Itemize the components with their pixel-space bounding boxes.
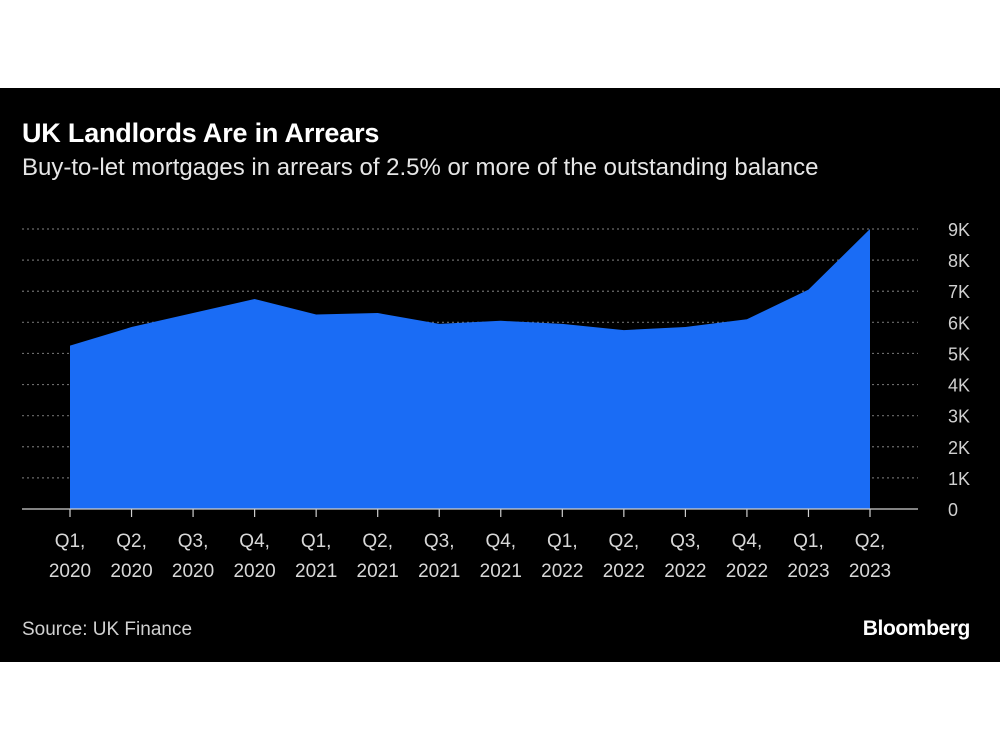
x-tick-label: Q2, 2023	[849, 531, 891, 582]
x-tick-label: Q1, 2023	[787, 531, 829, 582]
y-tick-label: 9K	[948, 220, 970, 240]
x-tick-label: Q1, 2022	[541, 531, 583, 582]
area-series-fill	[70, 229, 870, 509]
y-tick-label: 8K	[948, 251, 970, 271]
y-tick-label: 0	[948, 500, 958, 520]
x-tick-label: Q4, 2022	[726, 531, 768, 582]
area-series	[70, 229, 870, 509]
x-tick-label: Q2, 2020	[110, 531, 152, 582]
y-tick-label: 5K	[948, 344, 970, 364]
x-tick-label: Q3, 2022	[664, 531, 706, 582]
source-note: Source: UK Finance	[22, 619, 193, 640]
chart-panel: UK Landlords Are in Arrears Buy-to-let m…	[0, 88, 1000, 662]
x-tick-label: Q2, 2021	[357, 531, 399, 582]
x-tick-label: Q4, 2020	[233, 531, 275, 582]
x-tick-label: Q3, 2020	[172, 531, 214, 582]
y-tick-label: 6K	[948, 313, 970, 333]
chart-title: UK Landlords Are in Arrears	[22, 118, 380, 148]
x-axis-ticks: Q1, 2020 Q2, 2020 Q3, 2020 Q4, 2020 Q1, 2021 Q2, 20…	[49, 531, 891, 582]
area-chart: 0 1K 2K 3K 4K 5K 6K 7K 8K 9K Q1, 2020 Q2, 2020 Q3, 202…	[22, 220, 970, 582]
chart-subtitle: Buy-to-let mortgages in arrears of 2.5% …	[22, 154, 819, 181]
x-tick-label: Q1, 2021	[295, 531, 337, 582]
bloomberg-logo: Bloomberg	[862, 617, 971, 640]
y-axis-ticks: 0 1K 2K 3K 4K 5K 6K 7K 8K 9K	[948, 220, 970, 520]
x-axis	[22, 508, 918, 517]
x-tick-label: Q1, 2020	[49, 531, 91, 582]
x-tick-label: Q3, 2021	[418, 531, 460, 582]
y-tick-label: 2K	[948, 438, 970, 458]
y-tick-label: 1K	[948, 469, 970, 489]
y-tick-label: 7K	[948, 282, 970, 302]
x-tick-label: Q4, 2021	[480, 531, 522, 582]
y-tick-label: 4K	[948, 376, 970, 396]
x-tick-label: Q2, 2022	[603, 531, 645, 582]
y-tick-label: 3K	[948, 407, 970, 427]
